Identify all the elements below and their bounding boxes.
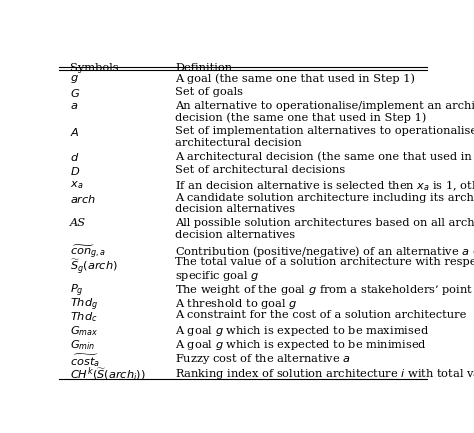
Text: Ranking index of solution architecture $i$ with total value $\widetilde{S}$: Ranking index of solution architecture $… xyxy=(175,365,474,382)
Text: Symbols: Symbols xyxy=(70,63,119,73)
Text: Definition: Definition xyxy=(175,63,232,73)
Text: architectural decision: architectural decision xyxy=(175,138,302,148)
Text: Contribution (positive/negative) of an alternative $a$ on a goal $g$: Contribution (positive/negative) of an a… xyxy=(175,244,474,259)
Text: An alternative to operationalise/implement an architectural: An alternative to operationalise/impleme… xyxy=(175,100,474,110)
Text: A goal (the same one that used in Step 1): A goal (the same one that used in Step 1… xyxy=(175,73,415,84)
Text: $\mathit{a}$: $\mathit{a}$ xyxy=(70,100,79,110)
Text: AS: AS xyxy=(70,218,86,228)
Text: A candidate solution architecture including its architectural: A candidate solution architecture includ… xyxy=(175,193,474,203)
Text: If an decision alternative is selected then $x_a$ is 1, otherwise it is 0: If an decision alternative is selected t… xyxy=(175,179,474,193)
Text: Set of architectural decisions: Set of architectural decisions xyxy=(175,165,345,175)
Text: $\mathit{Thd}_{g}$: $\mathit{Thd}_{g}$ xyxy=(70,297,99,313)
Text: A constraint for the cost of a solution architecture: A constraint for the cost of a solution … xyxy=(175,310,466,320)
Text: A architectural decision (the same one that used in Step 1): A architectural decision (the same one t… xyxy=(175,152,474,162)
Text: $\mathit{arch}$: $\mathit{arch}$ xyxy=(70,193,97,205)
Text: All possible solution architectures based on all architectural: All possible solution architectures base… xyxy=(175,218,474,228)
Text: $\mathit{G}_{min}$: $\mathit{G}_{min}$ xyxy=(70,338,96,352)
Text: $\mathit{g}$: $\mathit{g}$ xyxy=(70,73,79,85)
Text: $\mathit{Thd}_{c}$: $\mathit{Thd}_{c}$ xyxy=(70,310,98,324)
Text: Fuzzy cost of the alternative $a$: Fuzzy cost of the alternative $a$ xyxy=(175,352,351,366)
Text: $\mathit{P}_{g}$: $\mathit{P}_{g}$ xyxy=(70,283,84,299)
Text: $\mathit{G}_{max}$: $\mathit{G}_{max}$ xyxy=(70,324,99,338)
Text: $\mathit{d}$: $\mathit{d}$ xyxy=(70,152,80,163)
Text: decision alternatives: decision alternatives xyxy=(175,230,295,240)
Text: decision alternatives: decision alternatives xyxy=(175,204,295,214)
Text: $\mathit{x}_{a}$: $\mathit{x}_{a}$ xyxy=(70,179,84,191)
Text: Set of implementation alternatives to operationalise an: Set of implementation alternatives to op… xyxy=(175,126,474,136)
Text: $\widetilde{\mathit{cost}}_{a}$: $\widetilde{\mathit{cost}}_{a}$ xyxy=(70,352,100,369)
Text: A threshold to goal $g$: A threshold to goal $g$ xyxy=(175,297,298,311)
Text: The weight of the goal $g$ from a stakeholders’ point of view: The weight of the goal $g$ from a stakeh… xyxy=(175,283,474,297)
Text: Set of goals: Set of goals xyxy=(175,87,243,97)
Text: $\mathit{CH}^{k}(\widetilde{S}(\mathit{arch_i}))$: $\mathit{CH}^{k}(\widetilde{S}(\mathit{a… xyxy=(70,365,146,383)
Text: decision (the same one that used in Step 1): decision (the same one that used in Step… xyxy=(175,112,426,123)
Text: $\mathit{G}$: $\mathit{G}$ xyxy=(70,87,81,99)
Text: The total value of a solution architecture with respect to a: The total value of a solution architectu… xyxy=(175,258,474,268)
Text: $\widetilde{\mathit{S}}_{g}(\mathit{arch})$: $\widetilde{\mathit{S}}_{g}(\mathit{arch… xyxy=(70,258,118,277)
Text: A goal $g$ which is expected to be minimised: A goal $g$ which is expected to be minim… xyxy=(175,338,427,352)
Text: A goal $g$ which is expected to be maximised: A goal $g$ which is expected to be maxim… xyxy=(175,324,429,338)
Text: $\mathit{D}$: $\mathit{D}$ xyxy=(70,165,81,177)
Text: $\widetilde{\mathit{con}}_{g,a}$: $\widetilde{\mathit{con}}_{g,a}$ xyxy=(70,244,106,261)
Text: $\mathit{A}$: $\mathit{A}$ xyxy=(70,126,80,138)
Text: specific goal $g$: specific goal $g$ xyxy=(175,269,260,283)
